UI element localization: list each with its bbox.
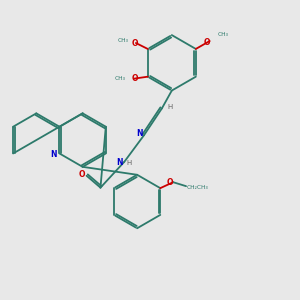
Text: O: O — [79, 170, 85, 179]
Text: H: H — [127, 160, 132, 166]
Text: CH₃: CH₃ — [218, 32, 229, 37]
Text: CH₃: CH₃ — [115, 76, 126, 81]
Text: O: O — [203, 38, 210, 47]
Text: N: N — [116, 158, 122, 167]
Text: N: N — [50, 150, 57, 159]
Text: O: O — [131, 74, 138, 83]
Text: N: N — [136, 129, 143, 138]
Text: O: O — [167, 178, 173, 187]
Text: CH₃: CH₃ — [118, 38, 129, 43]
Text: H: H — [168, 104, 173, 110]
Text: CH₂CH₃: CH₂CH₃ — [187, 185, 208, 190]
Text: O: O — [132, 40, 138, 49]
